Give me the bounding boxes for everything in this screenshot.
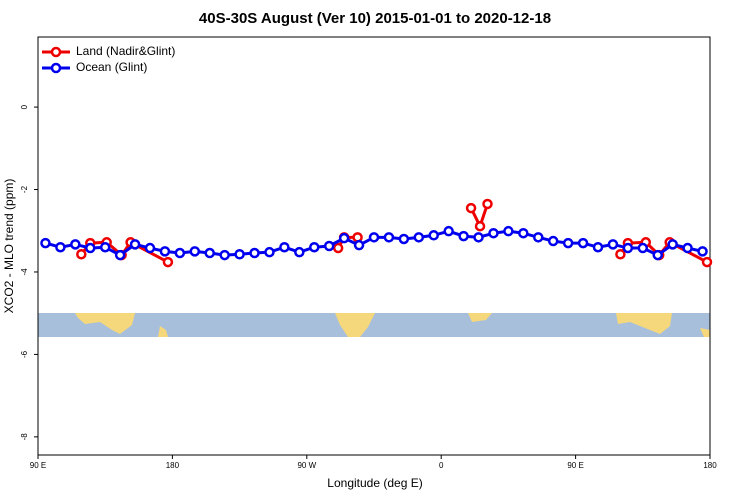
point: [332, 242, 344, 254]
point: [76, 248, 87, 260]
x-tick-label: 0: [439, 461, 444, 470]
point: [55, 241, 66, 253]
chart-title: 40S-30S August (Ver 10) 2015-01-01 to 20…: [199, 10, 551, 27]
point: [473, 232, 484, 243]
y-tick-label: -4: [20, 268, 29, 276]
point: [383, 232, 395, 243]
point: [518, 227, 529, 239]
point: [682, 242, 693, 254]
legend-label: Land (Nadir&Glint): [76, 44, 175, 58]
point: [443, 225, 454, 237]
point: [428, 230, 439, 241]
point: [533, 232, 544, 243]
point: [114, 249, 126, 261]
legend-marker: [50, 62, 62, 74]
point: [162, 256, 174, 268]
x-tick-label: 90 E: [567, 461, 583, 470]
plot-frame: [37, 36, 711, 456]
point: [249, 247, 260, 259]
point: [398, 233, 410, 245]
point: [204, 247, 215, 259]
x-tick-label: 180: [703, 461, 717, 470]
point: [458, 230, 469, 242]
point: [701, 256, 713, 268]
point: [667, 239, 678, 250]
point: [368, 232, 380, 243]
point: [99, 241, 111, 253]
point: [234, 248, 245, 260]
x-tick-label: 180: [166, 461, 180, 470]
point: [592, 241, 604, 253]
point: [577, 237, 589, 249]
point: [697, 246, 708, 257]
point: [474, 220, 486, 232]
point: [503, 225, 514, 237]
point: [482, 198, 493, 210]
point: [353, 239, 365, 251]
point: [547, 235, 559, 247]
point: [637, 242, 649, 254]
legend-label: Ocean (Glint): [76, 60, 147, 74]
legend-marker: [50, 46, 62, 58]
point: [465, 202, 477, 214]
point: [323, 240, 335, 252]
point: [40, 237, 51, 249]
point: [144, 242, 156, 254]
point: [264, 246, 275, 258]
y-tick-label: -8: [20, 433, 29, 441]
point: [294, 246, 305, 258]
y-tick-label: -6: [20, 350, 29, 358]
point: [652, 249, 663, 261]
x-axis-label: Longitude (deg E): [327, 476, 422, 490]
x-tick-label: 90 E: [30, 461, 46, 470]
map-strip: [38, 313, 710, 337]
point: [174, 247, 186, 259]
point: [85, 242, 96, 254]
point: [562, 237, 574, 249]
point: [607, 239, 619, 250]
y-tick-label: -2: [20, 185, 29, 193]
x-tick-label: 90 W: [297, 461, 316, 470]
point: [279, 241, 290, 253]
point: [622, 242, 634, 254]
point: [159, 246, 171, 257]
point: [488, 227, 499, 239]
point: [615, 248, 626, 260]
y-axis-label: XCO2 - MLO trend (ppm): [2, 179, 16, 314]
point: [70, 239, 81, 250]
y-tick-label: 0: [20, 104, 29, 109]
point: [219, 249, 230, 261]
point: [413, 232, 425, 243]
point: [189, 246, 201, 257]
point: [338, 232, 350, 244]
point: [309, 241, 320, 253]
point: [129, 239, 141, 250]
